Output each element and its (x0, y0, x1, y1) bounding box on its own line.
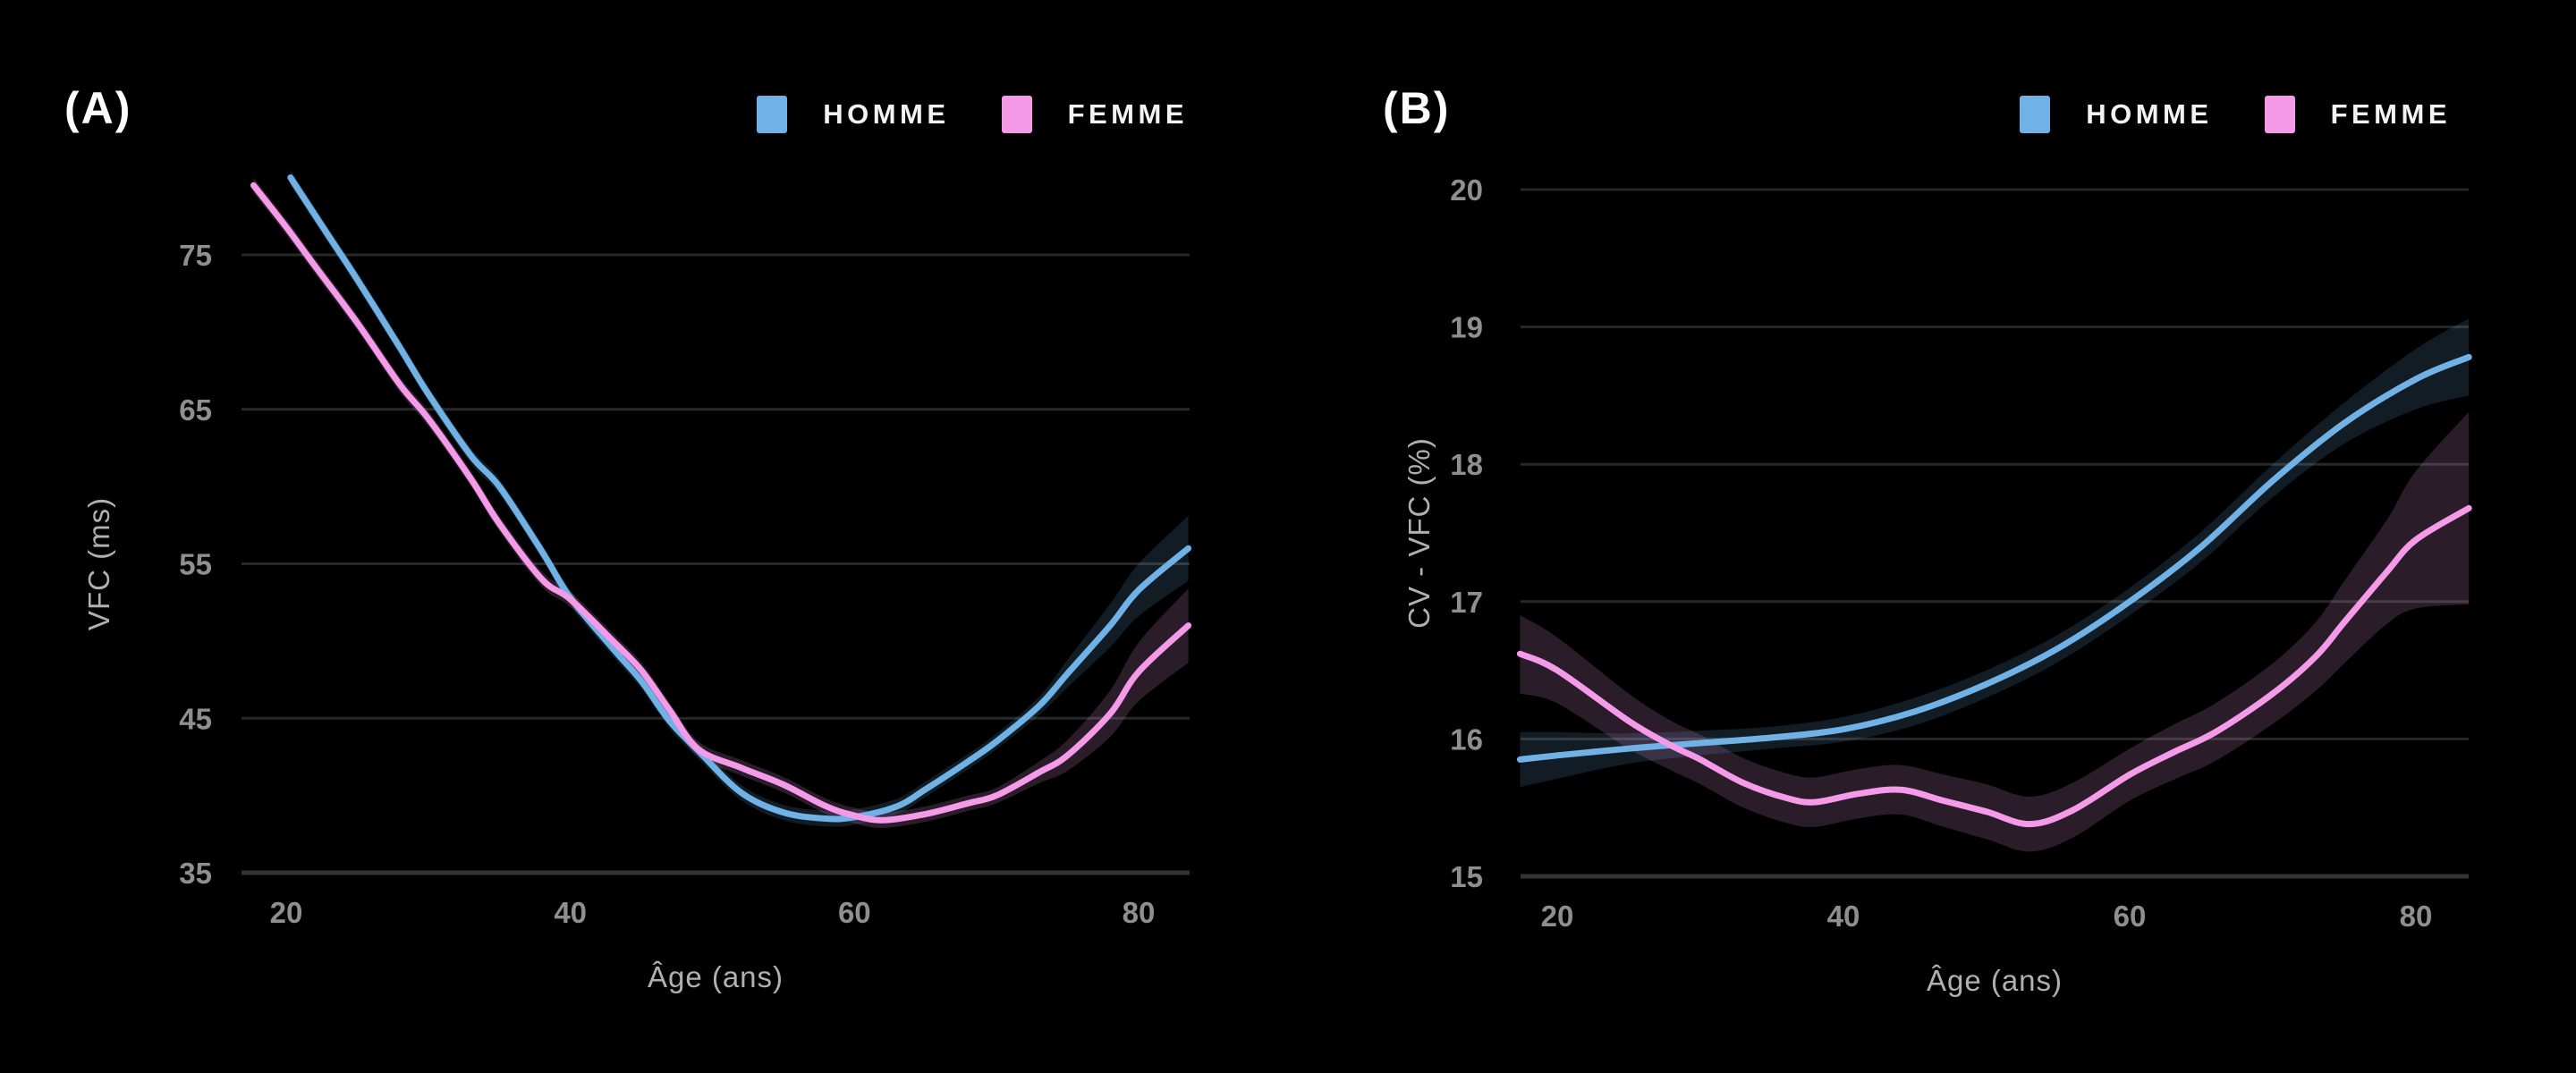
x-tick-label: 40 (1827, 900, 1860, 933)
legend-item-femme: FEMME (1001, 96, 1188, 133)
x-axis-title: Âge (ans) (648, 960, 784, 993)
y-tick-label: 35 (179, 857, 212, 890)
legend-item-femme: FEMME (2264, 96, 2451, 133)
legend-label-femme: FEMME (1067, 98, 1188, 130)
panel-a-label: (A) (64, 83, 132, 133)
x-tick-label: 20 (1541, 900, 1574, 933)
x-tick-label: 40 (554, 896, 587, 929)
ci-band-femme (1520, 411, 2470, 852)
femme-swatch (2264, 96, 2295, 133)
chart-a-svg: 75 65 55 45 35 20 40 60 80 Âge (ans) VFC (ms) (82, 170, 1192, 993)
y-tick-label: 20 (1450, 173, 1483, 207)
series-line-femme (250, 182, 1192, 824)
legend-item-homme: HOMME (757, 96, 949, 133)
femme-swatch (1001, 96, 1032, 133)
panel-a: 75 65 55 45 35 20 40 60 80 Âge (ans) VFC (ms) (A) … (64, 83, 1192, 993)
y-tick-label: 75 (179, 239, 212, 272)
y-tick-label: 16 (1450, 722, 1483, 756)
y-tick-label: 18 (1450, 448, 1483, 481)
legend-label-femme: FEMME (2330, 98, 2451, 130)
legend-a: HOMME FEMME (757, 92, 1188, 137)
x-axis-title: Âge (ans) (1927, 964, 2063, 997)
homme-swatch (757, 96, 788, 133)
ci-band-femme (253, 177, 1189, 828)
legend-b: HOMME FEMME (2020, 92, 2451, 137)
series-line-femme (1516, 504, 2472, 828)
x-tick-label: 80 (2400, 900, 2433, 933)
y-tick-label: 15 (1450, 860, 1483, 893)
y-tick-label: 45 (179, 702, 212, 735)
y-tick-label: 55 (179, 548, 212, 581)
y-tick-label: 65 (179, 393, 212, 427)
x-tick-label: 60 (2114, 900, 2147, 933)
ci-band-homme (1520, 318, 2470, 788)
series-line-homme (287, 174, 1192, 823)
y-axis-title: CV - VFC (%) (1402, 437, 1436, 629)
homme-swatch (2020, 96, 2051, 133)
x-tick-label: 60 (838, 896, 871, 929)
panel-b: 20 19 18 17 16 15 20 40 60 80 Âge (ans) CV - VFC (%… (1288, 0, 2576, 1073)
panel-b-label: (B) (1383, 83, 1451, 133)
chart-b-svg: 20 19 18 17 16 15 20 40 60 80 Âge (ans) CV - VFC (%… (1402, 173, 2472, 997)
legend-label-homme: HOMME (823, 98, 950, 130)
ci-band-homme (290, 170, 1189, 827)
y-tick-label: 19 (1450, 311, 1483, 344)
x-tick-label: 80 (1123, 896, 1156, 929)
x-tick-label: 20 (270, 896, 303, 929)
legend-label-homme: HOMME (2086, 98, 2213, 130)
y-tick-label: 17 (1450, 586, 1483, 619)
legend-item-homme: HOMME (2020, 96, 2212, 133)
y-axis-title: VFC (ms) (82, 497, 115, 630)
